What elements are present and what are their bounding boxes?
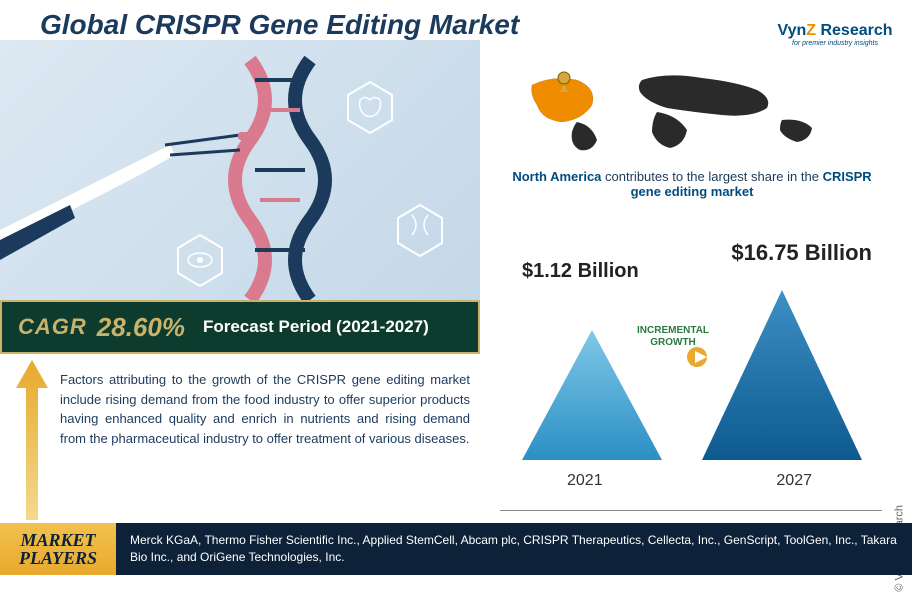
dna-editing-illustration [0, 40, 480, 300]
brand-logo: VynZ Research for premier industry insig… [770, 8, 900, 60]
dna-small-icon [398, 205, 442, 256]
triangle-2021 [522, 330, 662, 460]
incremental-arrow-icon [687, 345, 717, 369]
growth-factors-text: Factors attributing to the growth of the… [60, 370, 470, 448]
market-players-label: MARKET PLAYERS [0, 523, 116, 575]
logo-text: VynZ Research [777, 22, 892, 40]
cagr-label: CAGR [18, 314, 87, 340]
year-end: 2027 [776, 472, 812, 490]
market-players-list: Merck KGaA, Thermo Fisher Scientific Inc… [116, 532, 912, 566]
triangle-2027 [702, 290, 862, 460]
cagr-value: 28.60% [97, 312, 185, 343]
growth-arrow [14, 360, 50, 520]
cagr-banner: CAGR 28.60% Forecast Period (2021-2027) [0, 300, 480, 354]
world-map-icon [502, 60, 882, 160]
footer-bar: MARKET PLAYERS Merck KGaA, Thermo Fisher… [0, 523, 912, 575]
map-caption: North America contributes to the largest… [502, 169, 882, 199]
hero-illustration [0, 40, 480, 300]
forecast-period: Forecast Period (2021-2027) [203, 317, 429, 337]
end-value: $16.75 Billion [731, 240, 872, 266]
page-title: Global CRISPR Gene Editing Market [20, 4, 539, 46]
divider-line [500, 510, 882, 511]
start-value: $1.12 Billion [522, 260, 639, 283]
year-start: 2021 [567, 472, 603, 490]
world-map-region: North America contributes to the largest… [502, 60, 882, 190]
logo-tagline: for premier industry insights [792, 40, 878, 47]
incremental-growth-chart: $1.12 Billion $16.75 Billion INCREMENTAL… [502, 240, 882, 510]
eye-icon [178, 235, 222, 286]
north-america-highlight [532, 72, 593, 122]
brain-icon [348, 82, 392, 133]
